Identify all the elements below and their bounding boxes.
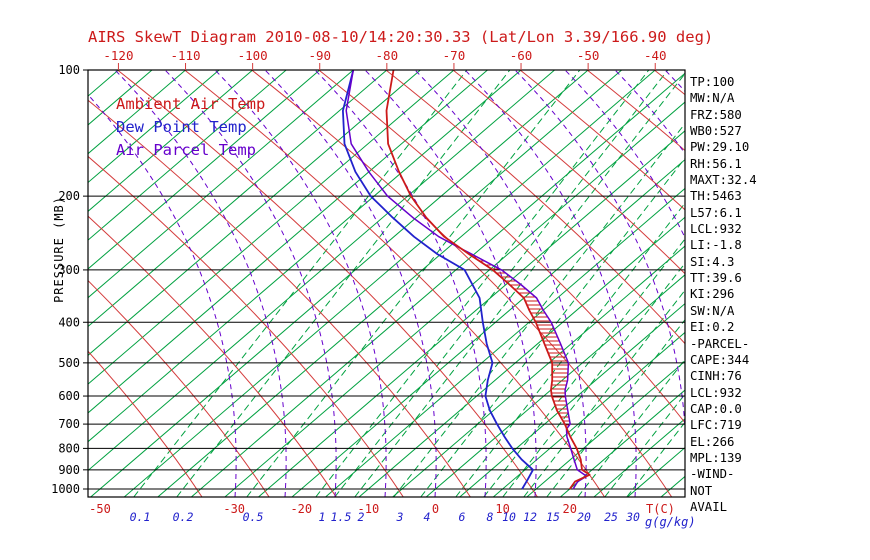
stat-line: L57:6.1 bbox=[690, 205, 742, 220]
stat-line: PW:29.10 bbox=[690, 140, 750, 155]
stat-line: TT:39.6 bbox=[690, 271, 742, 286]
axis-tick-label: 0.5 bbox=[243, 510, 264, 524]
axis-tick-label: -120 bbox=[103, 48, 133, 63]
dry-adiabat-lines bbox=[88, 70, 685, 497]
stat-line: CAPE:344 bbox=[690, 352, 750, 367]
stat-line: LFC:719 bbox=[690, 418, 742, 433]
legend-dewpoint: Dew Point Temp bbox=[116, 118, 247, 136]
axis-tick-label: -70 bbox=[443, 48, 466, 63]
stat-line: NOT bbox=[690, 483, 713, 498]
axis-tick-label: 20 bbox=[577, 510, 591, 524]
axis-tick-label: 2 bbox=[358, 510, 365, 524]
axis-tick-label: 6 bbox=[459, 510, 466, 524]
stat-line: TP:100 bbox=[690, 75, 735, 89]
axis-tick-label: 1.5 bbox=[331, 510, 352, 524]
stat-line: TH:5463 bbox=[690, 189, 742, 204]
stat-line: CAP:0.0 bbox=[690, 401, 742, 416]
axis-tick-label: 25 bbox=[604, 510, 618, 524]
axis-tick-label: -20 bbox=[290, 502, 312, 516]
axis-tick-label: 1 bbox=[319, 510, 326, 524]
axis-tick-label: -50 bbox=[577, 48, 600, 63]
axis-tick-label: 700 bbox=[58, 417, 80, 431]
stat-line: -WIND- bbox=[690, 467, 735, 482]
stat-line: SW:N/A bbox=[690, 303, 735, 318]
axis-tick-label: 4 bbox=[424, 510, 431, 524]
axis-tick-label: -40 bbox=[644, 48, 667, 63]
axis-tick-label: 0 bbox=[432, 502, 439, 516]
axis-tick-label: 400 bbox=[58, 315, 80, 329]
axis-tick-label: 15 bbox=[546, 510, 560, 524]
axis-tick-label: 10 bbox=[502, 510, 516, 524]
stat-line: FRZ:580 bbox=[690, 107, 742, 122]
stat-line: EL:266 bbox=[690, 434, 735, 449]
axis-tick-label: 300 bbox=[58, 263, 80, 277]
axis-tick-label: 500 bbox=[58, 356, 80, 370]
axis-tick-label: 20 bbox=[562, 502, 576, 516]
axis-tick-label: -30 bbox=[223, 502, 245, 516]
stat-line: RH:56.1 bbox=[690, 156, 742, 171]
moist-adiabat-lines bbox=[88, 70, 685, 497]
axis-tick-label: 0.1 bbox=[130, 510, 151, 524]
chart-title: AIRS SkewT Diagram 2010-08-10/14:20:30.3… bbox=[88, 28, 714, 46]
axis-tick-label: 0.2 bbox=[173, 510, 194, 524]
stat-line: MAXT:32.4 bbox=[690, 173, 757, 188]
axis-tick-label: -60 bbox=[510, 48, 533, 63]
stat-line: MPL:139 bbox=[690, 450, 742, 465]
axis-tick-label: -100 bbox=[238, 48, 268, 63]
axis-tick-label: 200 bbox=[58, 189, 80, 203]
stat-line: LCL:932 bbox=[690, 222, 742, 237]
legend-ambient: Ambient Air Temp bbox=[116, 95, 266, 113]
dew-point-curve bbox=[341, 70, 534, 490]
temp-unit-label: T(C) bbox=[646, 502, 675, 516]
ambient-temp-curve bbox=[385, 70, 591, 490]
stats-panel: TP:100 MW:N/A FRZ:580 WB0:527 PW:29.10 RH:56.… bbox=[690, 74, 757, 515]
stat-line: EI:0.2 bbox=[690, 320, 735, 335]
stat-line: MW:N/A bbox=[690, 91, 735, 106]
axis-tick-label: -50 bbox=[89, 502, 111, 516]
axis-tick-label: 100 bbox=[58, 63, 80, 77]
axis-tick-label: 8 bbox=[487, 510, 494, 524]
legend-parcel: Air Parcel Temp bbox=[116, 141, 256, 159]
stat-line: AVAIL bbox=[690, 499, 728, 514]
axis-tick-label: -110 bbox=[170, 48, 200, 63]
axis-tick-label: -10 bbox=[358, 502, 380, 516]
stat-line: LI:-1.8 bbox=[690, 238, 742, 253]
axis-tick-label: 30 bbox=[625, 510, 640, 524]
axis-tick-label: 900 bbox=[58, 463, 80, 477]
axis-tick-label: 12 bbox=[523, 510, 537, 524]
axis-tick-label: -90 bbox=[308, 48, 331, 63]
stat-line: -PARCEL- bbox=[690, 336, 750, 351]
axis-tick-label: 3 bbox=[396, 510, 404, 524]
mixing-unit-label: g(g/kg) bbox=[645, 515, 696, 529]
axis-tick-label: 800 bbox=[58, 441, 80, 455]
stat-line: WB0:527 bbox=[690, 124, 742, 139]
axis-tick-label: 1000 bbox=[51, 482, 80, 496]
stat-line: CINH:76 bbox=[690, 369, 742, 384]
stat-line: LCL:932 bbox=[690, 385, 742, 400]
stat-line: KI:296 bbox=[690, 287, 735, 302]
axis-tick-label: 10 bbox=[495, 502, 509, 516]
parcel-temp-curve bbox=[345, 70, 588, 490]
pressure-lines bbox=[88, 70, 685, 490]
cape-hatch-area bbox=[467, 252, 570, 426]
axis-tick-label: -80 bbox=[376, 48, 399, 63]
stat-line: SI:4.3 bbox=[690, 254, 735, 269]
axis-tick-label: 600 bbox=[58, 389, 80, 403]
pressure-axis-label: PRESSURE (MB) bbox=[52, 196, 66, 303]
